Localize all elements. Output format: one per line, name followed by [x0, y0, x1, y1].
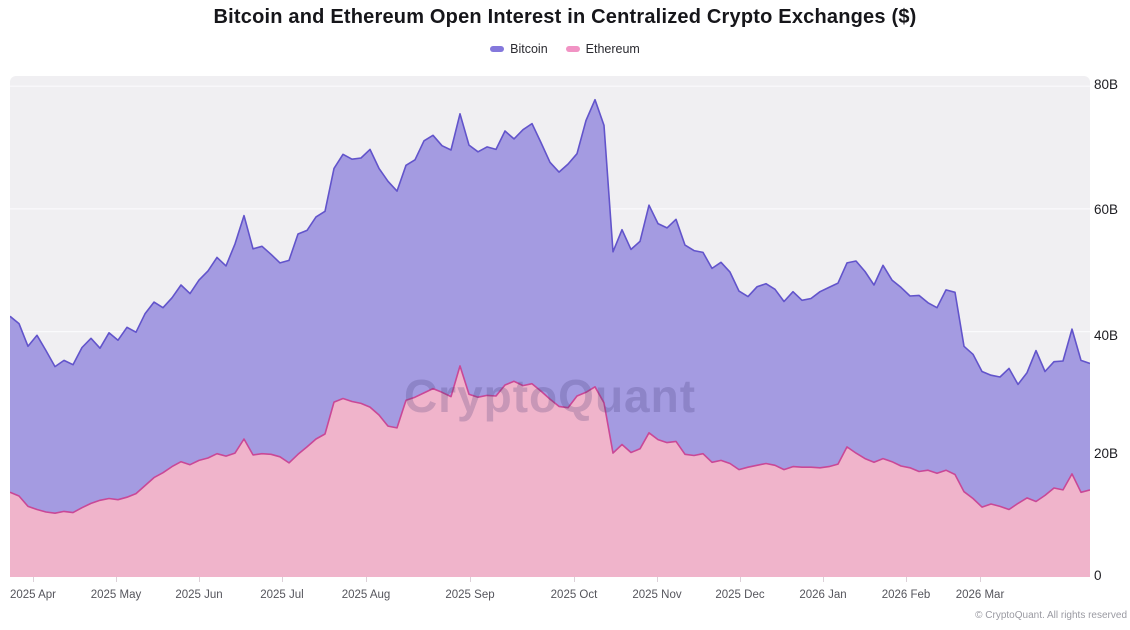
ethereum-line: [10, 365, 1090, 514]
legend-label: Bitcoin: [510, 42, 548, 56]
x-axis-label: 2026 Jan: [799, 589, 847, 601]
x-axis-tick: [574, 577, 575, 582]
x-axis-tick: [33, 577, 34, 582]
x-axis-label: 2025 Nov: [632, 589, 682, 601]
x-axis-tick: [740, 577, 741, 582]
legend-label: Ethereum: [585, 42, 640, 56]
bitcoin-line: [10, 98, 1090, 386]
y-axis: 80B 60B 40B 20B 0: [1094, 0, 1130, 630]
chart-title: Bitcoin and Ethereum Open Interest in Ce…: [213, 6, 917, 28]
x-axis-label: 2026 Mar: [955, 589, 1005, 601]
y-axis-label: 80B: [1094, 77, 1119, 92]
copyright-note: © CryptoQuant. All rights reserved: [975, 610, 1127, 621]
x-axis-tick: [470, 577, 471, 582]
x-axis-tick: [366, 577, 367, 582]
x-axis-label: 2025 Jul: [260, 589, 304, 601]
x-axis-label: 2025 Dec: [715, 589, 765, 601]
ethereum-area: [10, 365, 1090, 577]
ethereum-swatch-icon: [565, 46, 580, 52]
x-axis-label: 2025 Jun: [175, 589, 223, 601]
x-axis-tick: [980, 577, 981, 582]
y-axis-label: 40B: [1094, 328, 1119, 343]
plot-area[interactable]: CryptoQuant: [10, 76, 1090, 577]
chart-legend: Bitcoin Ethereum: [0, 42, 1130, 56]
x-axis-tick: [199, 577, 200, 582]
legend-item-bitcoin[interactable]: Bitcoin: [490, 42, 548, 56]
bitcoin-swatch-icon: [490, 46, 505, 52]
x-axis-label: 2025 Aug: [341, 589, 391, 601]
x-axis-tick: [657, 577, 658, 582]
y-axis-label: 0: [1094, 568, 1102, 583]
x-axis-tick: [823, 577, 824, 582]
x-axis-tick: [282, 577, 283, 582]
x-axis-label: 2025 Sep: [445, 589, 495, 601]
x-axis-tick: [906, 577, 907, 582]
x-axis-label: 2025 Oct: [550, 589, 598, 601]
x-axis-label: 2026 Feb: [881, 589, 931, 601]
y-axis-label: 60B: [1094, 202, 1119, 217]
y-axis-label: 20B: [1094, 446, 1119, 461]
x-axis-label: 2025 May: [90, 589, 142, 601]
x-axis-label: 2025 Apr: [9, 589, 57, 601]
x-axis-tick: [116, 577, 117, 582]
legend-item-ethereum[interactable]: Ethereum: [565, 42, 640, 56]
oi-area-chart[interactable]: [10, 76, 1090, 577]
